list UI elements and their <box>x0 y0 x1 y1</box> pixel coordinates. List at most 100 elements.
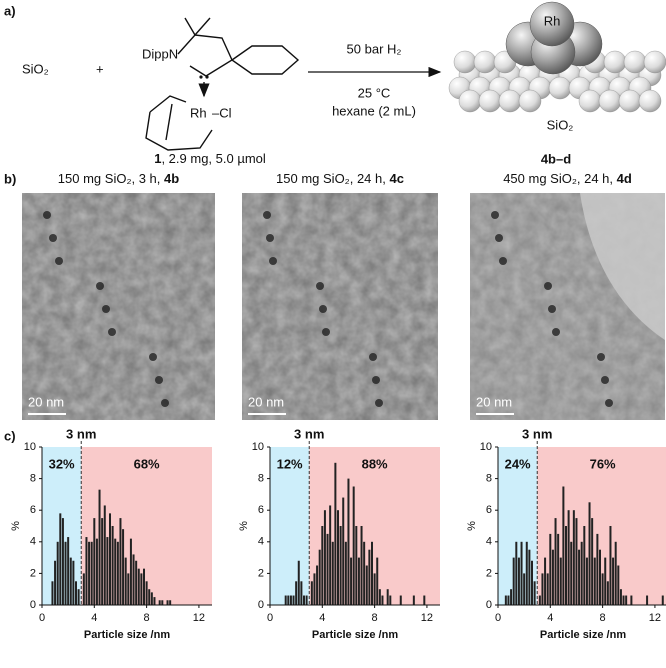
bar <box>137 568 140 605</box>
bar <box>323 510 326 605</box>
bar <box>562 486 565 605</box>
bar <box>350 557 353 605</box>
chart-compound: 4c <box>389 171 403 186</box>
bar <box>101 518 104 605</box>
bar <box>51 581 54 605</box>
bar <box>129 538 132 605</box>
bar <box>661 595 664 605</box>
nanoparticle <box>372 376 380 384</box>
bar <box>373 573 376 605</box>
reagent-amount: , 2.9 mg, 5.0 µmol <box>161 151 265 166</box>
bar <box>169 600 172 605</box>
bar <box>331 541 334 605</box>
bar <box>528 549 531 605</box>
bar <box>363 541 366 605</box>
bar <box>606 581 609 605</box>
bar <box>517 557 520 605</box>
product-support: SiO₂ <box>547 117 574 132</box>
bar <box>567 510 570 605</box>
nanoparticle <box>96 282 104 290</box>
bar <box>347 478 350 605</box>
bar <box>541 573 544 605</box>
bar <box>604 557 607 605</box>
bar <box>381 595 384 605</box>
chart-title-text: 150 mg SiO₂, 24 h, <box>276 171 389 186</box>
bar <box>67 537 70 605</box>
nanoparticle <box>491 211 499 219</box>
bar <box>368 549 371 605</box>
y-tick-label: 0 <box>486 599 492 611</box>
threshold-label: 3 nm <box>294 426 324 441</box>
bar <box>61 518 64 605</box>
x-tick-label: 4 <box>91 612 97 624</box>
bar <box>103 505 106 605</box>
bar <box>326 533 329 605</box>
nanoparticle <box>316 282 324 290</box>
chart-title: 150 mg SiO₂, 3 h, 4b <box>58 171 179 186</box>
bar <box>337 510 339 605</box>
bar <box>106 537 109 605</box>
x-tick-label: 12 <box>649 612 661 624</box>
bar <box>303 595 305 605</box>
conditions: 25 °C <box>358 85 391 100</box>
silica-sphere <box>478 89 502 113</box>
nanoparticle <box>597 353 605 361</box>
bar <box>619 589 622 605</box>
bar <box>56 541 59 605</box>
nanoparticle <box>605 399 613 407</box>
y-tick-label: 0 <box>258 599 264 611</box>
y-tick-label: 10 <box>480 441 492 453</box>
bar <box>593 557 596 605</box>
bar <box>342 497 345 605</box>
bar <box>295 581 298 605</box>
silica-sphere <box>618 89 642 113</box>
bar <box>612 557 615 605</box>
nanoparticle <box>322 328 330 336</box>
bar <box>119 518 122 605</box>
bar <box>546 573 549 605</box>
bar <box>622 595 625 605</box>
bar <box>575 518 578 605</box>
bar <box>565 526 567 605</box>
bar <box>90 541 93 605</box>
bar <box>329 505 332 605</box>
bar <box>512 557 515 605</box>
bar <box>549 533 552 605</box>
ligand-label: DippN <box>142 46 178 61</box>
silica-sphere <box>623 50 647 74</box>
bar <box>116 541 119 605</box>
y-tick-label: 4 <box>258 536 264 548</box>
nanoparticle <box>149 353 157 361</box>
tem-image: 20 nm <box>470 193 665 420</box>
bar <box>378 589 381 605</box>
nanoparticle <box>499 257 507 265</box>
x-tick-label: 0 <box>495 612 501 624</box>
bar <box>617 565 620 605</box>
bar <box>357 557 360 605</box>
bar <box>525 541 528 605</box>
chart-title: 150 mg SiO₂, 24 h, 4c <box>276 171 404 186</box>
product-metal: Rh <box>544 13 561 28</box>
silica-sphere <box>498 89 522 113</box>
bar <box>614 541 617 605</box>
x-tick-label: 4 <box>319 612 325 624</box>
bar <box>150 592 153 605</box>
y-tick-label: 0 <box>30 599 36 611</box>
bar <box>578 549 581 605</box>
bar <box>124 557 127 605</box>
bar <box>54 560 57 605</box>
bar <box>365 565 368 605</box>
nanoparticle <box>319 305 327 313</box>
bar <box>59 513 62 605</box>
nanoparticle <box>552 328 560 336</box>
bar <box>140 573 143 605</box>
tem-image: 20 nm <box>22 193 215 420</box>
chloride-label: –Cl <box>212 105 232 120</box>
bar <box>313 573 316 605</box>
bar <box>300 581 303 605</box>
conditions: hexane (2 mL) <box>332 103 416 118</box>
bar <box>75 581 77 605</box>
bar <box>98 489 101 605</box>
bar <box>64 541 67 605</box>
chart-title-text: 450 mg SiO₂, 24 h, <box>503 171 616 186</box>
